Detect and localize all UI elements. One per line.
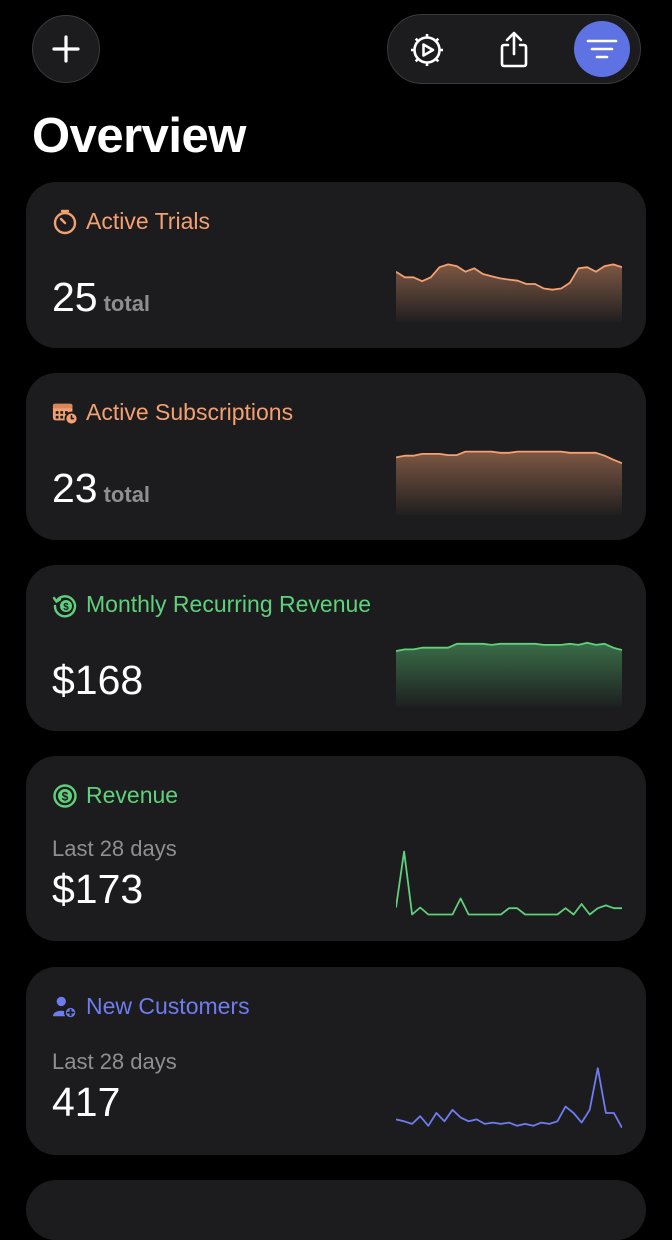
value-text: 417 [52,1079,121,1125]
metric-value: 25 total [52,274,150,321]
value-text: 23 [52,465,98,511]
sparkline-area [396,451,622,515]
metric-value: 23 total [52,465,150,512]
period-label: Last 28 days [52,836,177,861]
card-revenue[interactable]: $ Revenue Last 28 days $173 [26,756,646,941]
metric-value: 417 [52,1079,120,1126]
value-text: $168 [52,657,144,703]
top-bar [0,0,672,100]
next-card-peek[interactable] [26,1180,646,1240]
sparkline-area [396,264,622,322]
calendar-clock-icon [52,400,78,426]
period-label: Last 28 days [52,1049,177,1074]
card-title: New Customers [86,993,250,1019]
card-active-trials[interactable]: Active Trials 25 total [26,182,646,348]
sparkline-line [396,263,622,291]
card-new-customers[interactable]: New Customers Last 28 days 417 [26,967,646,1155]
filter-button[interactable] [574,21,630,77]
value-text: $173 [52,866,144,912]
card-title: Revenue [86,782,179,808]
card-active-subscriptions[interactable]: Active Subscriptions 23 total [26,373,646,540]
card-title: Monthly Recurring Revenue [86,591,372,617]
sparkline-chart [396,641,622,707]
metric-value: $173 [52,866,143,913]
card-header: Active Subscriptions [52,399,293,426]
sparkline-area [396,642,622,707]
card-header: Active Trials [52,208,210,235]
unit-text: total [103,482,151,507]
dollar-circle-icon: $ [52,783,78,809]
filter-lines-icon [586,39,618,59]
card-title: Active Trials [86,208,210,234]
dollar-history-icon: $ [52,592,78,618]
sparkline-chart [396,263,622,322]
card-header: $ Revenue [52,782,178,809]
card-header: $ Monthly Recurring Revenue [52,591,371,618]
toolbar-group [387,14,641,84]
svg-text:$: $ [63,602,69,613]
unit-text: total [103,291,151,316]
sparkline-chart [396,450,622,515]
metric-value: $168 [52,657,143,704]
add-button[interactable] [32,15,100,83]
card-monthly-recurring-revenue[interactable]: $ Monthly Recurring Revenue $168 [26,565,646,731]
svg-text:$: $ [62,789,69,803]
timer-icon [52,209,78,235]
person-add-icon [52,994,78,1020]
card-title: Active Subscriptions [86,399,294,425]
value-text: 25 [52,274,98,320]
plus-icon [52,35,80,63]
settings-button[interactable] [401,24,453,76]
sparkline-line [396,1067,622,1129]
gear-play-icon [411,34,443,66]
sparkline-chart [396,1067,622,1129]
sparkline-chart [396,850,622,916]
sparkline-line [396,450,622,465]
share-icon [500,31,528,68]
share-button[interactable] [488,24,540,76]
sparkline-line [396,850,622,916]
page-title: Overview [32,109,246,163]
card-header: New Customers [52,993,250,1020]
sparkline-line [396,641,622,652]
